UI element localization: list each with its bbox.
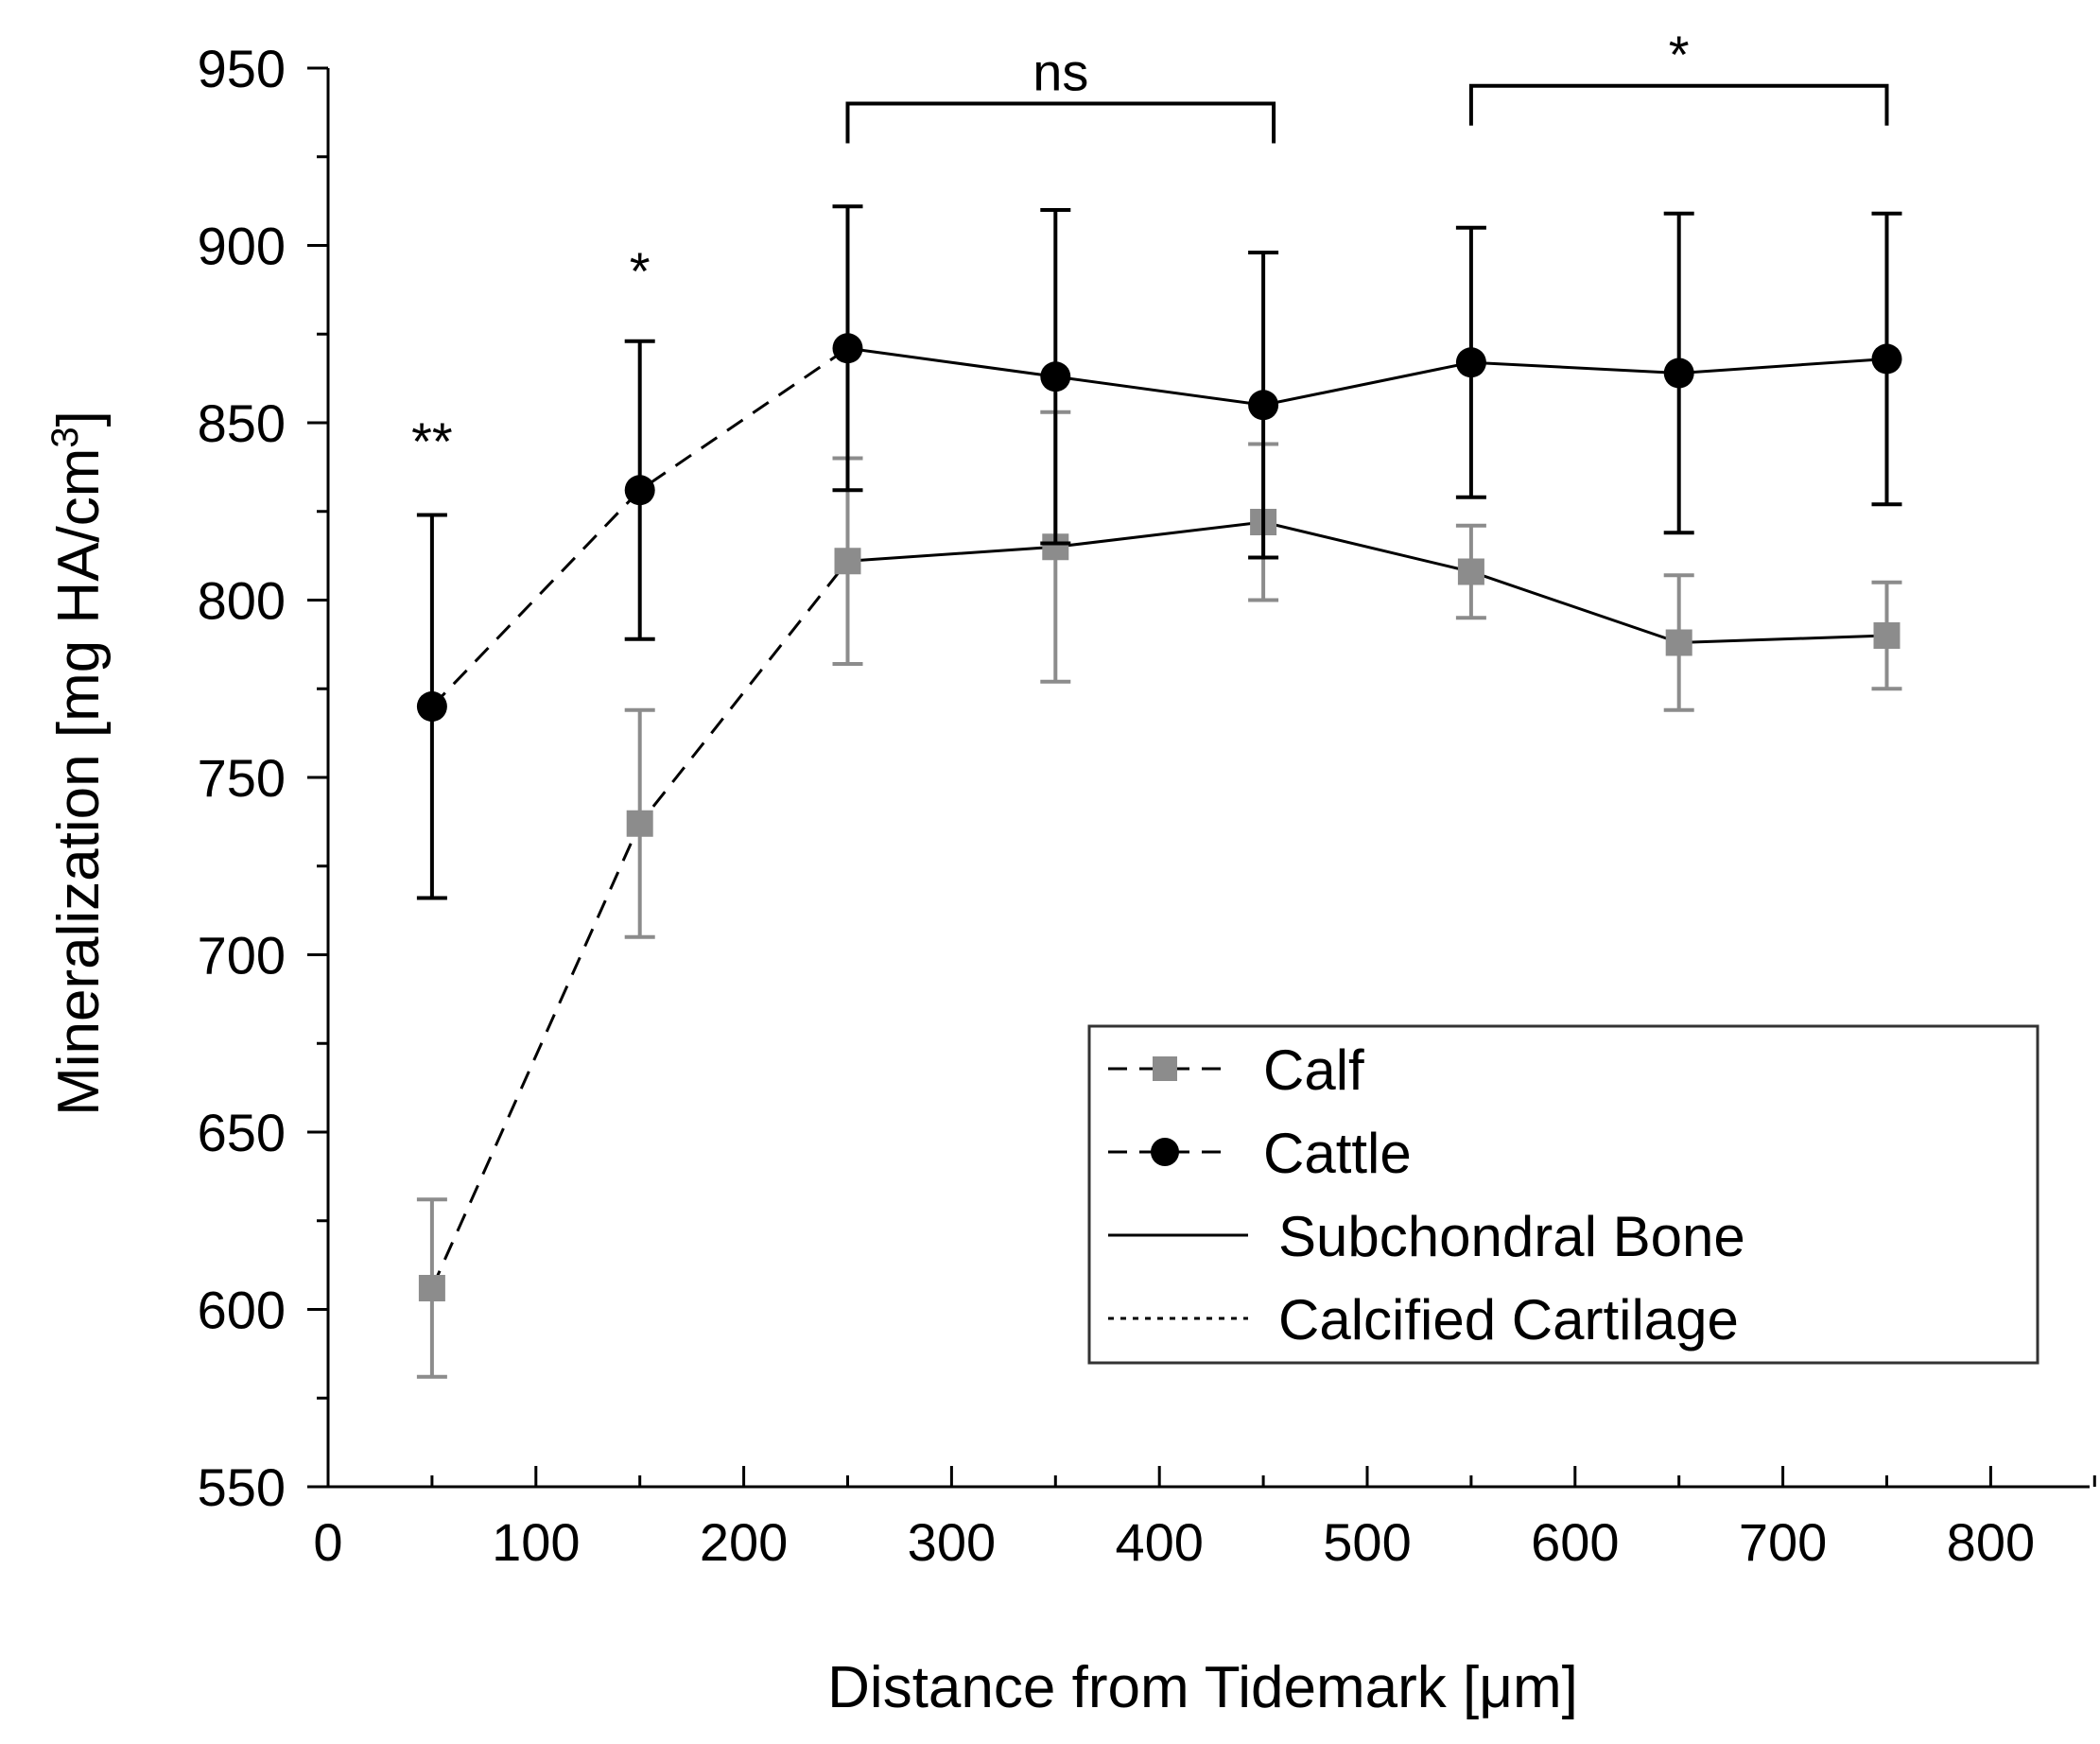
data-point-calf	[1457, 558, 1484, 585]
significance-marker: *	[630, 241, 651, 301]
x-tick-label: 400	[1115, 1512, 1203, 1572]
data-point-cattle	[832, 333, 863, 364]
x-tick-label: 300	[908, 1512, 996, 1572]
data-point-calf	[1873, 622, 1900, 649]
y-axis-label-main: Mineralization [mg HA/cm	[46, 448, 112, 1116]
significance-marker: **	[411, 411, 453, 471]
data-point-cattle	[624, 475, 655, 506]
data-point-calf	[1665, 629, 1692, 656]
series-line-bone-cattle	[847, 346, 1887, 407]
x-tick-label: 200	[700, 1512, 788, 1572]
legend-label-subchondral-bone: Subchondral Bone	[1278, 1205, 1745, 1268]
legend-calf-marker	[1153, 1056, 1177, 1081]
data-point-cattle	[1663, 358, 1694, 389]
y-tick-label: 950	[198, 39, 286, 98]
data-point-cattle	[1040, 361, 1071, 392]
series-line-bone-calf	[847, 520, 1887, 645]
y-axis-label-bracket: ]	[46, 410, 112, 427]
y-tick-label: 650	[198, 1103, 286, 1162]
y-tick-label: 700	[198, 926, 286, 985]
data-point-cattle	[1248, 390, 1279, 421]
y-tick-label: 550	[198, 1457, 286, 1517]
y-axis-label-superscript: 3	[44, 427, 86, 447]
data-point-calf	[626, 810, 653, 837]
legend-label-calf: Calf	[1263, 1038, 1364, 1102]
legend-item-calf: Calf	[1108, 1038, 1364, 1102]
x-axis-label: Distance from Tidemark [μm]	[827, 1655, 1578, 1720]
series-calf	[416, 410, 1902, 1379]
legend-item-subchondral-bone: Subchondral Bone	[1108, 1205, 1745, 1268]
y-tick-label: 800	[198, 571, 286, 631]
data-point-cattle	[416, 691, 447, 722]
axes: 0 100 200 300 400 500 600 700 800 550 600 650 700 750…	[198, 39, 2096, 1572]
plot-area	[416, 204, 1902, 1379]
legend-label-calcified-cartilage: Calcified Cartilage	[1278, 1288, 1739, 1352]
x-tick-label: 100	[492, 1512, 580, 1572]
legend-box	[1087, 1024, 2039, 1365]
legend-cattle-marker	[1151, 1138, 1179, 1166]
x-tick-label: 800	[1947, 1512, 2035, 1572]
y-tick-label: 900	[198, 217, 286, 276]
y-tick-label: 600	[198, 1281, 286, 1340]
legend-item-calcified-cartilage: Calcified Cartilage	[1108, 1288, 1739, 1352]
data-point-cattle	[1455, 347, 1486, 378]
x-tick-label: 0	[313, 1512, 342, 1572]
data-point-cattle	[1871, 343, 1902, 375]
x-tick-label: 500	[1323, 1512, 1411, 1572]
data-point-calf	[418, 1275, 445, 1301]
bracket-label: ns	[1033, 43, 1088, 102]
bracket-label: *	[1669, 25, 1690, 84]
significance-bracket	[1468, 83, 1889, 126]
significance-bracket	[845, 101, 1276, 144]
x-tick-label: 600	[1531, 1512, 1619, 1572]
legend: Calf Cattle Subchondral Bone Calcified C…	[1087, 1024, 2039, 1365]
series-line-cartilage-cattle	[430, 347, 849, 708]
x-tick-label: 700	[1739, 1512, 1827, 1572]
annotations: ***ns *	[411, 25, 1889, 471]
series-cattle	[416, 204, 1902, 900]
legend-item-cattle: Cattle	[1108, 1122, 1412, 1185]
y-tick-label: 850	[198, 393, 286, 453]
y-tick-label: 750	[198, 748, 286, 808]
legend-label-cattle: Cattle	[1263, 1122, 1412, 1185]
y-axis-label: Mineralization [mg HA/cm3]	[44, 410, 112, 1116]
data-point-calf	[834, 548, 861, 575]
